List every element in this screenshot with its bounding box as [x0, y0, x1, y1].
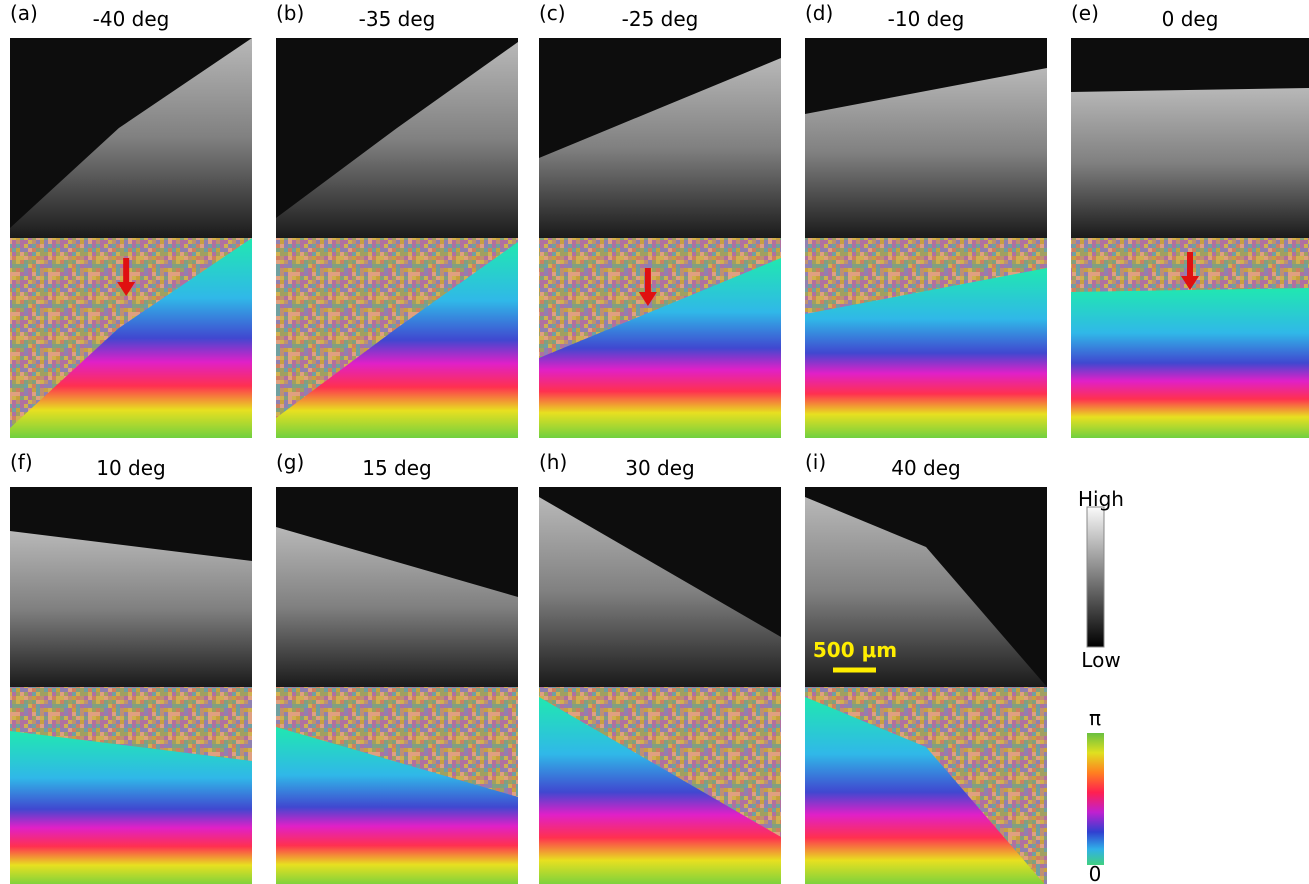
phase-bottom: 0	[1089, 862, 1102, 884]
gray-colorbar	[1087, 507, 1104, 647]
panel: (f) 10 deg	[10, 450, 252, 884]
gray-low: Low	[1081, 648, 1120, 672]
panel-title: -40 deg	[93, 7, 170, 31]
panel: (c) -25 deg	[539, 1, 781, 438]
panel-label: (b)	[276, 1, 304, 25]
gray-high: High	[1078, 487, 1124, 511]
panel: (g) 15 deg	[276, 450, 518, 884]
panel-label: (i)	[805, 450, 826, 474]
panel: (b) -35 deg	[276, 1, 518, 438]
panel-title: 40 deg	[891, 456, 961, 480]
panel-label: (c)	[539, 1, 566, 25]
panel-title: 10 deg	[96, 456, 166, 480]
panel-label: (h)	[539, 450, 567, 474]
panel: (a) -40 deg	[10, 1, 252, 438]
panel-title: -35 deg	[359, 7, 436, 31]
figure: High Low π 0 (a) -40 deg (b) -35 deg (c) -25 …	[0, 0, 1309, 884]
phase-colorbar	[1087, 733, 1104, 865]
panel: (h) 30 deg	[539, 450, 781, 884]
scale-bar-label: 500 μm	[813, 638, 897, 662]
phase-tissue	[1071, 288, 1309, 438]
panel-title: -25 deg	[622, 7, 699, 31]
panel-label: (f)	[10, 450, 33, 474]
phase-top: π	[1089, 706, 1101, 730]
panel-title: 15 deg	[362, 456, 432, 480]
panel-label: (g)	[276, 450, 304, 474]
panel-label: (a)	[10, 1, 38, 25]
panel: (e) 0 deg	[1071, 1, 1309, 438]
panel: (i) 40 deg	[805, 450, 1047, 884]
panel-label: (e)	[1071, 1, 1099, 25]
panel-title: -10 deg	[888, 7, 965, 31]
panel-title: 0 deg	[1162, 7, 1219, 31]
panel: (d) -10 deg	[805, 1, 1047, 438]
panel-label: (d)	[805, 1, 833, 25]
intensity-tissue	[1071, 88, 1309, 238]
panel-title: 30 deg	[625, 456, 695, 480]
